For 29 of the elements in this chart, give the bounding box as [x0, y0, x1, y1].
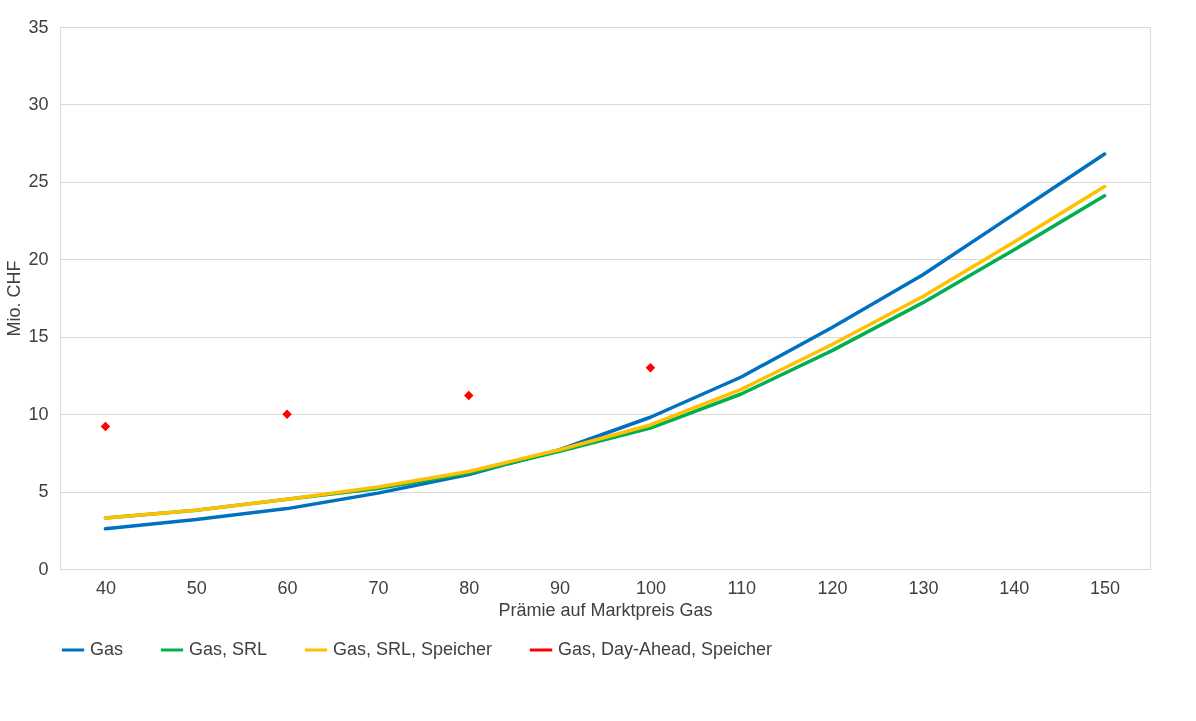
x-tick-label: 100 [635, 577, 666, 598]
x-tick-label: 120 [817, 577, 848, 598]
y-tick-label: 10 [28, 403, 49, 424]
y-tick-label: 35 [28, 16, 49, 37]
x-tick-label: 80 [459, 577, 480, 598]
x-tick-label: 110 [727, 577, 757, 598]
x-axis-title: Prämie auf Marktpreis Gas [498, 599, 713, 620]
y-axis-title: Mio. CHF [4, 260, 25, 337]
y-tick-label: 15 [28, 326, 49, 347]
x-tick-label: 50 [186, 577, 207, 598]
x-tick-label: 90 [550, 577, 571, 598]
point [464, 390, 474, 401]
y-tick-label: 5 [38, 481, 49, 502]
point [100, 421, 111, 432]
legend-label: Gas [90, 639, 124, 659]
x-tick-label: 60 [277, 577, 298, 598]
x-tick-label: 130 [908, 577, 939, 598]
x-tick-label: 40 [95, 577, 116, 598]
y-tick-label: 0 [38, 558, 49, 579]
y-tick-label: 20 [28, 248, 49, 269]
legend-label: Gas, SRL [189, 639, 268, 659]
legend-label: Gas, SRL, Speicher [333, 639, 493, 659]
y-tick-label: 25 [28, 171, 49, 192]
x-tick-label: 140 [999, 577, 1030, 598]
x-tick-label: 150 [1090, 577, 1121, 598]
y-tick-label: 30 [28, 93, 49, 114]
legend-label: Gas, Day-Ahead, Speicher [558, 639, 773, 659]
x-tick-label: 70 [368, 577, 389, 598]
point [645, 362, 656, 373]
